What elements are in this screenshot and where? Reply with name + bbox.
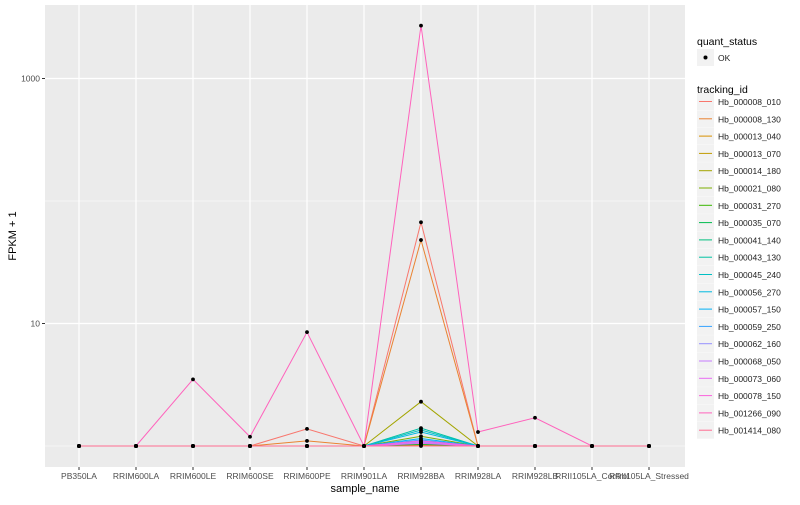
legend-label: Hb_000062_160 [718, 339, 781, 349]
y-axis-title: FPKM + 1 [7, 211, 19, 260]
y-tick-label: 10 [31, 319, 41, 329]
x-tick-label: RRIM928LA [455, 471, 502, 481]
data-point [647, 444, 651, 448]
data-point [476, 444, 480, 448]
data-point [191, 377, 195, 382]
data-point [191, 444, 195, 448]
data-points [77, 23, 651, 448]
x-tick-label: RRIM600LA [113, 471, 160, 481]
data-point [305, 426, 309, 431]
x-tick-label: RRII105LA_Stressed [609, 471, 689, 481]
grid-lines [45, 5, 685, 467]
legend-label: Hb_000068_050 [718, 357, 781, 367]
data-point [476, 430, 480, 434]
data-point [362, 444, 366, 448]
legend-label: Hb_000013_040 [718, 132, 781, 142]
legend-label: Hb_000045_240 [718, 270, 781, 280]
data-point [419, 238, 423, 242]
y-axis: 10 1000 [21, 74, 45, 329]
data-point [305, 444, 309, 448]
legend-label: Hb_000056_270 [718, 287, 781, 297]
legend-point-icon [703, 55, 708, 60]
legend-label: Hb_000043_130 [718, 253, 781, 263]
x-tick-label: RRII105LA_Control [555, 471, 629, 481]
data-point [533, 444, 537, 448]
panel-background [45, 5, 685, 467]
legend: quant_status OK tracking_id Hb_000008_01… [697, 36, 781, 439]
x-axis: PB350LA RRIM600LA RRIM600LE RRIM600SE RRIM60… [61, 467, 689, 481]
legend-label: Hb_000008_130 [718, 114, 781, 124]
legend-label: Hb_000013_070 [718, 149, 781, 159]
legend-label: Hb_000035_070 [718, 218, 781, 228]
data-point [248, 434, 252, 439]
legend-title-quant-status: quant_status [697, 36, 757, 48]
legend-label-ok: OK [718, 53, 731, 63]
data-point [305, 439, 309, 443]
legend-label: Hb_000073_060 [718, 374, 781, 384]
legend-label: Hb_000057_150 [718, 305, 781, 315]
legend-label: Hb_000008_010 [718, 97, 781, 107]
x-tick-label: RRIM901LA [341, 471, 388, 481]
y-tick-label: 1000 [21, 74, 40, 84]
data-point [590, 444, 594, 448]
x-tick-label: RRIM928LB [512, 471, 559, 481]
data-point [419, 399, 423, 404]
x-tick-label: RRIM600LE [170, 471, 217, 481]
legend-label: Hb_000031_270 [718, 201, 781, 211]
legend-label: Hb_000059_250 [718, 322, 781, 332]
data-point [533, 415, 537, 420]
x-tick-label: PB350LA [61, 471, 97, 481]
legend-label: Hb_001414_080 [718, 426, 781, 436]
x-axis-title: sample_name [330, 483, 399, 495]
data-point [248, 444, 252, 448]
legend-label: Hb_000041_140 [718, 235, 781, 245]
data-point [419, 23, 423, 28]
data-point [419, 430, 423, 434]
legend-label: Hb_000014_180 [718, 166, 781, 176]
data-point [134, 444, 138, 448]
x-tick-label: RRIM928BA [397, 471, 445, 481]
x-tick-label: RRIM600PE [283, 471, 331, 481]
data-point [419, 444, 423, 448]
data-point [77, 444, 81, 448]
legend-label: Hb_000078_150 [718, 391, 781, 401]
x-tick-label: RRIM600SE [226, 471, 274, 481]
data-point [305, 330, 309, 335]
data-point [419, 439, 423, 443]
data-point [419, 220, 423, 225]
legend-label: Hb_001266_090 [718, 408, 781, 418]
legend-label: Hb_000021_080 [718, 184, 781, 194]
